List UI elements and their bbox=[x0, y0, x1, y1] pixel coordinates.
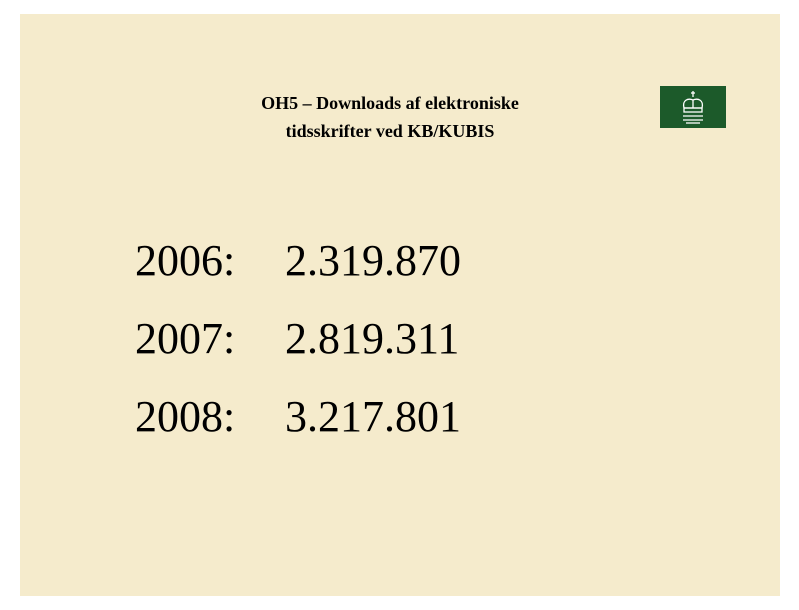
year: 2008: bbox=[135, 392, 236, 441]
download-count: 3.217.801 bbox=[285, 392, 461, 441]
row: 2008: 3.217.801 bbox=[135, 378, 461, 456]
row: 2007: 2.819.311 bbox=[135, 300, 461, 378]
row: 2006: 2.319.870 bbox=[135, 222, 461, 300]
year: 2007: bbox=[135, 314, 236, 363]
slide-title: OH5 – Downloads af elektroniske tidsskri… bbox=[160, 89, 620, 145]
crown-icon bbox=[682, 91, 704, 124]
download-count: 2.319.870 bbox=[285, 236, 461, 285]
title-line: OH5 – Downloads af elektroniske bbox=[261, 93, 519, 113]
title-line: tidsskrifter ved KB/KUBIS bbox=[285, 121, 495, 141]
year: 2006: bbox=[135, 236, 236, 285]
rows: 2006: 2.319.870 2007: 2.819.311 2008: 3.217.8… bbox=[135, 222, 461, 456]
download-count: 2.819.311 bbox=[285, 314, 460, 363]
logo bbox=[660, 86, 726, 128]
slide: OH5 – Downloads af elektroniske tidsskri… bbox=[20, 14, 780, 596]
